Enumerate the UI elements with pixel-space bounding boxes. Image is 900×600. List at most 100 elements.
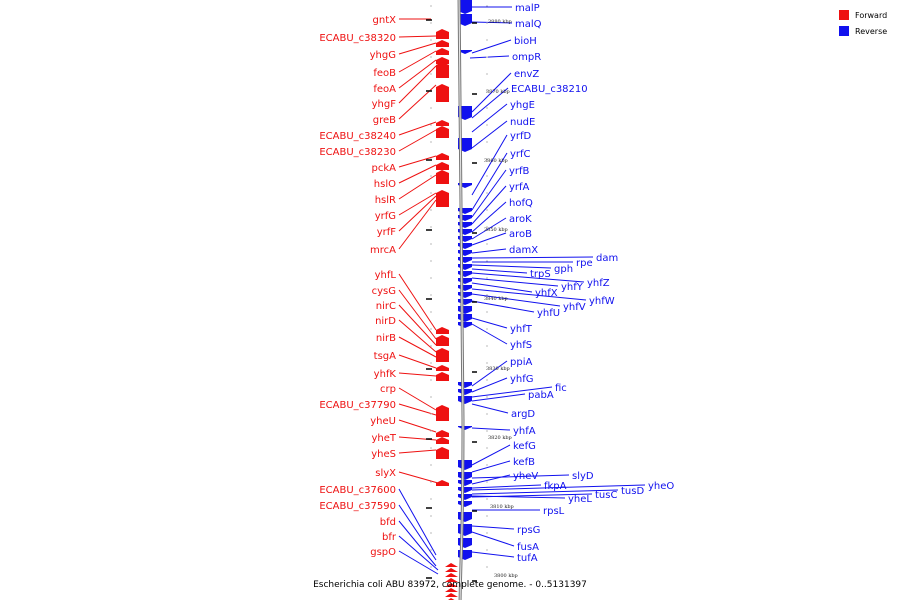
leader-line bbox=[471, 293, 561, 307]
reverse-feature bbox=[458, 389, 472, 395]
gene-label-rpsg: rpsG bbox=[517, 525, 540, 536]
leader-line bbox=[471, 120, 508, 149]
forward-feature bbox=[436, 62, 449, 78]
leader-line bbox=[471, 531, 515, 547]
forward-feature bbox=[436, 84, 449, 102]
forward-feature bbox=[445, 563, 458, 567]
leader-line bbox=[398, 419, 437, 433]
gene-label-trps: trpS bbox=[530, 269, 551, 280]
gene-label-argd: argD bbox=[511, 409, 535, 420]
forward-feature bbox=[436, 430, 449, 437]
reverse-feature bbox=[458, 512, 472, 522]
gene-label-feoa: feoA bbox=[373, 84, 396, 95]
leader-line bbox=[471, 360, 508, 387]
forward-label-lines bbox=[398, 18, 439, 575]
forward-feature bbox=[436, 162, 449, 170]
forward-feature bbox=[436, 335, 449, 346]
gene-label-yhft: yhfT bbox=[510, 324, 533, 335]
reverse-feature bbox=[458, 501, 472, 507]
gene-label-rpsl: rpsL bbox=[543, 506, 565, 517]
gene-label-gntx: gntX bbox=[373, 15, 397, 26]
gene-label-nirb: nirB bbox=[376, 333, 396, 344]
gene-label-gph: gph bbox=[554, 264, 573, 275]
leader-line bbox=[398, 129, 437, 152]
forward-feature bbox=[436, 447, 449, 459]
gene-label-malp: malP bbox=[515, 3, 540, 14]
reverse-feature bbox=[458, 306, 472, 314]
gene-label-yrff: yrfF bbox=[377, 227, 397, 238]
reverse-label-lines bbox=[469, 6, 646, 558]
leader-line bbox=[471, 495, 566, 499]
leader-line bbox=[398, 199, 437, 250]
reverse-feature bbox=[458, 0, 472, 14]
reverse-feature bbox=[458, 285, 472, 291]
leader-line bbox=[471, 217, 507, 240]
leader-line bbox=[471, 460, 511, 473]
leader-line bbox=[471, 525, 515, 530]
gene-label-kefb: kefB bbox=[513, 457, 535, 468]
leader-line bbox=[398, 504, 437, 561]
leader-line bbox=[471, 393, 526, 402]
leader-line bbox=[471, 323, 508, 345]
forward-feature bbox=[436, 29, 449, 39]
gene-label-ecabu-c38320: ECABU_c38320 bbox=[319, 33, 396, 44]
gene-label-yhfl: yhfL bbox=[375, 270, 397, 281]
backbone-highlight bbox=[458, 0, 464, 600]
reverse-feature bbox=[458, 278, 472, 284]
gene-label-yhes: yheS bbox=[371, 449, 396, 460]
legend: Forward Reverse bbox=[839, 10, 887, 36]
forward-feature bbox=[436, 348, 449, 362]
reverse-feature bbox=[458, 322, 472, 328]
reverse-feature bbox=[458, 314, 472, 322]
tick-label: 3860 kbp bbox=[484, 158, 508, 164]
gene-label-yheu: yheU bbox=[370, 416, 396, 427]
leader-line bbox=[398, 273, 437, 331]
gene-label-cysg: cysG bbox=[372, 286, 396, 297]
reverse-feature bbox=[458, 14, 472, 26]
reverse-feature bbox=[458, 480, 472, 486]
tick-labels: 3880 kbp 3870 kbp 3860 kbp 3850 kbp 3840 kbp… bbox=[484, 19, 518, 579]
leader-line bbox=[471, 377, 508, 393]
leader-line bbox=[471, 103, 508, 133]
leader-line bbox=[398, 174, 437, 200]
gene-label-envz: envZ bbox=[514, 69, 539, 80]
tick-label: 3870 kbp bbox=[486, 89, 510, 95]
gene-label-damx: damX bbox=[509, 245, 538, 256]
gene-label-ecabu-c37590: ECABU_c37590 bbox=[319, 501, 396, 512]
forward-feature bbox=[436, 126, 449, 138]
reverse-feature bbox=[458, 50, 472, 54]
reverse-feature bbox=[458, 382, 472, 388]
reverse-feature bbox=[458, 299, 472, 305]
gene-label-slyd: slyD bbox=[572, 471, 594, 482]
leader-line bbox=[471, 87, 509, 119]
tick-label: 3810 kbp bbox=[490, 504, 514, 510]
gene-label-fic: fic bbox=[555, 383, 567, 394]
gene-label-paba: pabA bbox=[528, 390, 554, 401]
reverse-feature bbox=[458, 487, 472, 493]
gene-label-hslo: hslO bbox=[374, 179, 396, 190]
gene-label-nude: nudE bbox=[510, 117, 535, 128]
gene-label-pcka: pckA bbox=[372, 163, 397, 174]
leader-line bbox=[471, 551, 515, 558]
gene-label-tusd: tusD bbox=[621, 486, 644, 497]
leader-line bbox=[471, 403, 509, 414]
leader-line bbox=[398, 535, 439, 571]
reverse-feature bbox=[458, 271, 472, 277]
gene-label-greb: greB bbox=[373, 115, 396, 126]
forward-feature bbox=[445, 578, 458, 582]
leader-line bbox=[469, 55, 510, 59]
leader-line bbox=[471, 268, 528, 274]
leader-line bbox=[398, 354, 437, 369]
gene-label-hofq: hofQ bbox=[509, 198, 533, 209]
leader-line bbox=[398, 42, 437, 55]
gene-label-yhfu: yhfU bbox=[537, 308, 560, 319]
gene-label-feob: feoB bbox=[373, 68, 396, 79]
gene-label-yheo: yheO bbox=[648, 481, 674, 492]
leader-line bbox=[398, 192, 437, 216]
coordinate-ruler bbox=[426, 5, 488, 582]
forward-feature bbox=[436, 365, 449, 371]
map-caption: Escherichia coli ABU 83972, complete gen… bbox=[313, 580, 587, 590]
leader-line bbox=[471, 484, 646, 491]
leader-line bbox=[471, 444, 511, 466]
